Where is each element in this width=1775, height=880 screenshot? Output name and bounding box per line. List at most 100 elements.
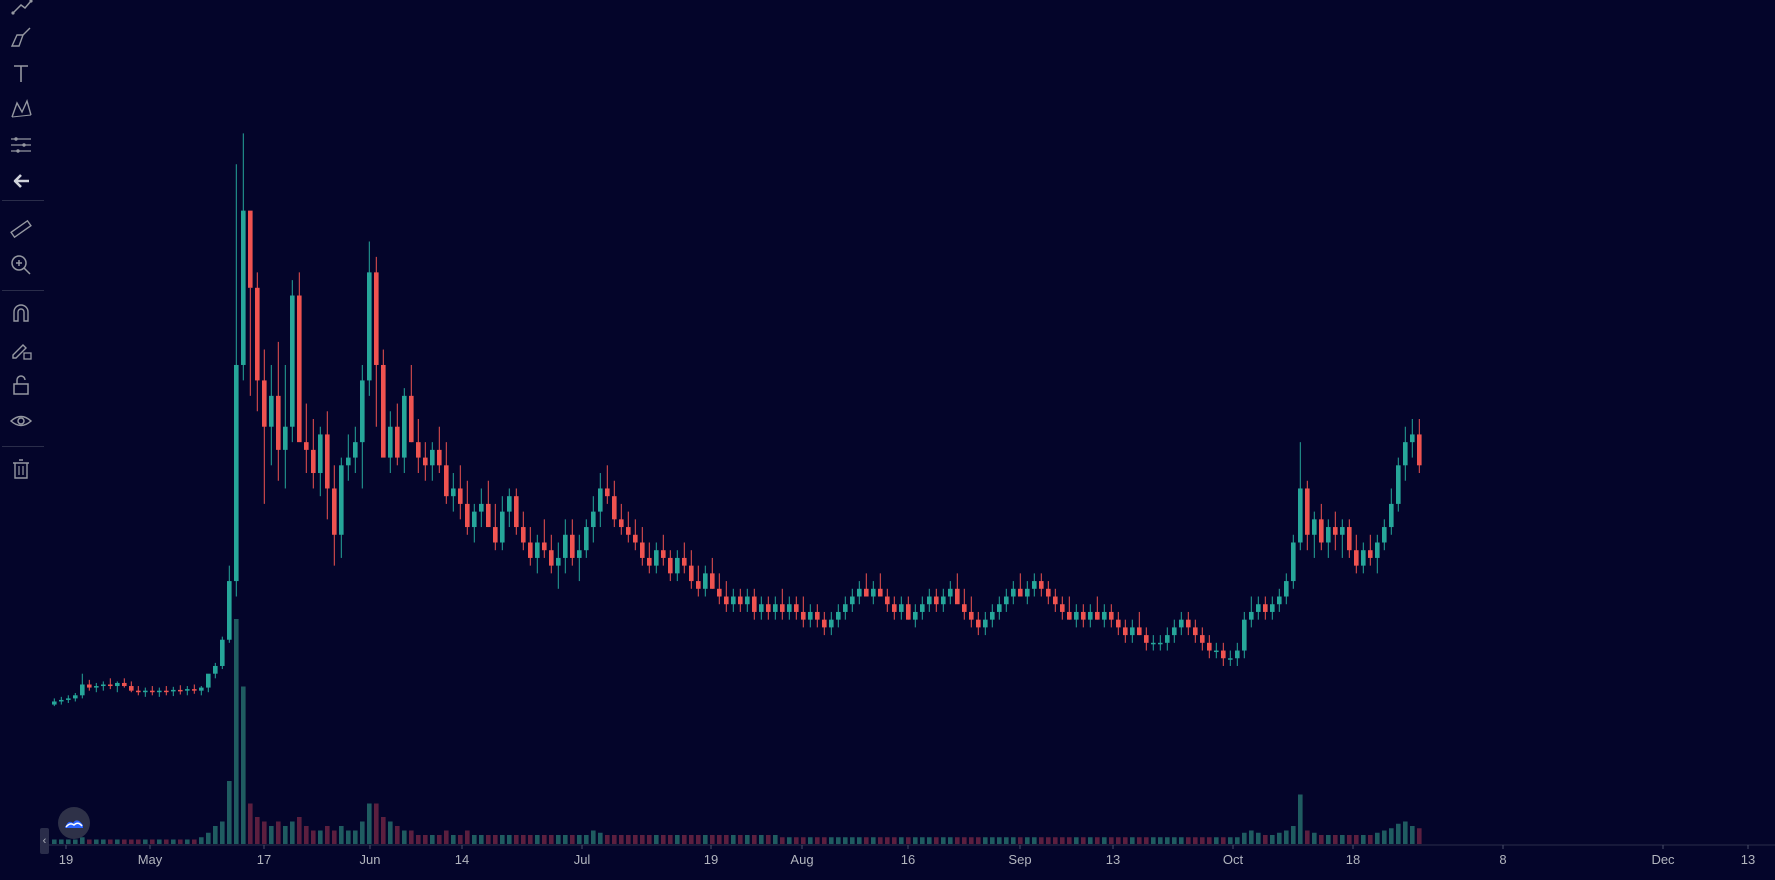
volume-bar: [927, 837, 932, 844]
candle-body: [1333, 527, 1338, 535]
volume-bar: [479, 835, 484, 844]
magnet-tool[interactable]: [8, 300, 34, 326]
candle-body: [59, 699, 64, 702]
candle: [948, 581, 953, 605]
magnet-icon: [13, 304, 29, 322]
volume-bar: [94, 839, 99, 844]
volume-bar: [143, 839, 148, 844]
candle-body: [766, 604, 771, 612]
candle-body: [1039, 581, 1044, 589]
candle-body: [52, 701, 57, 705]
x-tick-label: 14: [455, 852, 469, 867]
volume-bar: [766, 835, 771, 844]
candle: [325, 411, 330, 520]
toolbar-separator: [2, 446, 44, 447]
candle-body: [1375, 542, 1380, 558]
candle-body: [1214, 650, 1219, 653]
candle-body: [353, 442, 358, 458]
back-arrow-tool[interactable]: [8, 168, 34, 194]
volume-bar: [304, 826, 309, 844]
candle: [73, 692, 78, 702]
eye-tool[interactable]: [8, 408, 34, 434]
volume-bar: [920, 837, 925, 844]
candle-body: [346, 457, 351, 466]
toolbar-separator: [2, 200, 44, 201]
volume-bar: [451, 835, 456, 844]
volume-bar: [731, 835, 736, 844]
candle: [381, 349, 386, 458]
collapse-toolbar-button[interactable]: ‹: [40, 828, 49, 854]
candle-body: [297, 295, 302, 443]
candle: [1347, 519, 1352, 558]
unlock-tool[interactable]: [8, 372, 34, 398]
volume-bar: [773, 835, 778, 844]
candle-body: [1200, 635, 1205, 643]
volume-bar: [1186, 837, 1191, 844]
volume-bar: [1081, 837, 1086, 844]
candle: [1074, 604, 1079, 628]
candle: [955, 573, 960, 605]
volume-bar: [1228, 837, 1233, 844]
candle: [1312, 511, 1317, 558]
candle-body: [598, 488, 603, 512]
logo-badge[interactable]: [58, 807, 90, 839]
x-tick-label: Oct: [1223, 852, 1244, 867]
volume-bar: [864, 837, 869, 844]
x-tick-label: 17: [257, 852, 271, 867]
candle: [717, 573, 722, 605]
candle-body: [1053, 596, 1058, 605]
chart-area[interactable]: 19 May 17 Jun 14 Jul 19 Aug 16 Sep 13 Oct 18 8 Dec 13: [46, 0, 1775, 880]
volume-bar: [1074, 837, 1079, 844]
candle-body: [1151, 642, 1156, 645]
candle: [1417, 419, 1422, 474]
volume-bar: [570, 835, 575, 844]
zoom-in-tool[interactable]: [8, 252, 34, 278]
candle-body: [1172, 627, 1177, 636]
volume-bar: [899, 837, 904, 844]
volume-bar: [1088, 837, 1093, 844]
volume-bar: [80, 837, 85, 844]
candle: [66, 695, 71, 704]
candle: [612, 480, 617, 528]
candle: [598, 473, 603, 528]
candle: [339, 457, 344, 558]
candle-body: [437, 449, 442, 466]
trend-line-tool[interactable]: [8, 0, 34, 18]
lock-drawing-tool[interactable]: [8, 336, 34, 362]
candle: [619, 503, 624, 535]
candle-body: [675, 557, 680, 574]
candlestick-chart[interactable]: 19 May 17 Jun 14 Jul 19 Aug 16 Sep 13 Oct 18 8 Dec 13: [46, 0, 1775, 880]
candle-body: [269, 395, 274, 427]
volume-bar: [661, 835, 666, 844]
pattern-tool[interactable]: [8, 96, 34, 122]
candle: [416, 419, 421, 474]
candle-body: [1256, 604, 1261, 612]
candle: [451, 473, 456, 512]
candle: [1032, 573, 1037, 597]
candle: [626, 511, 631, 543]
candle: [1067, 596, 1072, 620]
brush-tool[interactable]: [8, 24, 34, 50]
candle-body: [1326, 527, 1331, 543]
candle-body: [1004, 596, 1009, 605]
candle-body: [661, 550, 666, 558]
volume-bar: [745, 835, 750, 844]
volume-bar: [129, 839, 134, 844]
candle: [997, 596, 1002, 620]
candle-body: [479, 503, 484, 512]
candle-body: [1088, 611, 1093, 620]
text-tool[interactable]: [8, 60, 34, 86]
prediction-tool[interactable]: [8, 132, 34, 158]
ruler-tool[interactable]: [8, 216, 34, 242]
volume-bar: [829, 837, 834, 844]
candle: [1375, 534, 1380, 574]
candle-body: [199, 687, 204, 691]
candle-body: [458, 488, 463, 504]
candle-body: [101, 684, 106, 687]
candle-body: [535, 542, 540, 558]
candle: [465, 480, 470, 535]
volume-bar: [591, 830, 596, 844]
trash-tool[interactable]: [8, 456, 34, 482]
volume-bar: [416, 835, 421, 844]
candle-body: [605, 488, 610, 497]
